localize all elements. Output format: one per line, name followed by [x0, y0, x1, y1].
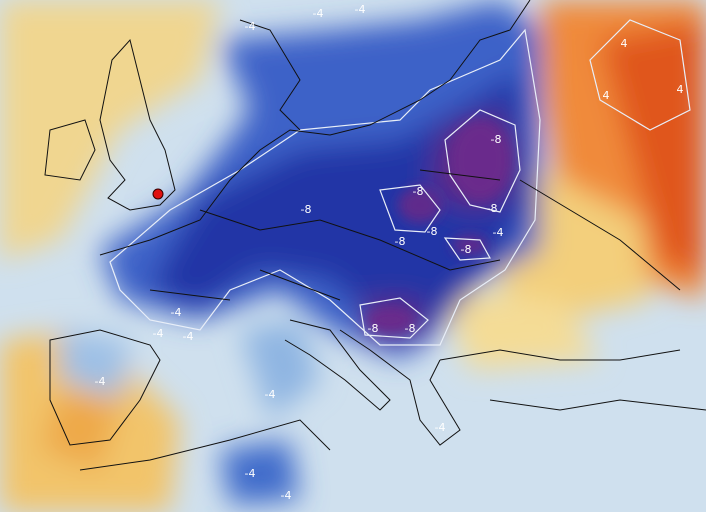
contour-label: -4	[95, 375, 106, 388]
contour-label: -4	[265, 388, 276, 401]
contour-label: 4	[677, 83, 684, 96]
contour-label: -4	[153, 327, 164, 340]
contour-label: -4	[435, 421, 446, 434]
contour-label: -8	[487, 202, 498, 215]
location-marker	[152, 188, 164, 200]
contour-label: -8	[413, 185, 424, 198]
coastline	[239, 19, 301, 131]
coastline	[339, 329, 461, 446]
contour-label: -4	[281, 489, 292, 502]
isoline	[443, 237, 491, 261]
contour-label: -8	[395, 235, 406, 248]
contour-label: -8	[427, 225, 438, 238]
contour-label: 4	[603, 89, 610, 102]
isoline	[379, 184, 441, 233]
isoline	[444, 109, 521, 213]
anomaly-cores	[366, 120, 510, 332]
coastline	[99, 38, 176, 211]
contour-label: -4	[355, 3, 366, 16]
isolines	[109, 19, 691, 346]
contour-label: -8	[368, 322, 379, 335]
contour-label: -4	[245, 467, 256, 480]
coastline	[44, 119, 96, 181]
contour-label: -8	[301, 203, 312, 216]
contour-label: -4	[171, 306, 182, 319]
contour-label: -4	[313, 7, 324, 20]
coastline	[79, 419, 331, 471]
coastline	[99, 0, 531, 256]
isoline	[589, 19, 691, 131]
contour-label: -8	[405, 322, 416, 335]
coastline	[49, 329, 161, 446]
contour-labels: -4 -4 -4 4 4 4 -8 -8 -8 -8 -8 -8 -8 -8 -…	[95, 3, 684, 502]
contour-label: -4	[183, 330, 194, 343]
coastline	[284, 319, 391, 411]
contour-label: -4	[493, 226, 504, 239]
coastline	[439, 349, 681, 361]
contour-label: -8	[491, 133, 502, 146]
contour-label: -8	[461, 243, 472, 256]
coastline	[489, 399, 706, 411]
border	[149, 169, 681, 301]
isoline	[109, 28, 541, 346]
contour-label: 4	[621, 37, 628, 50]
contour-label: -4	[245, 20, 256, 33]
coastlines	[44, 0, 706, 471]
